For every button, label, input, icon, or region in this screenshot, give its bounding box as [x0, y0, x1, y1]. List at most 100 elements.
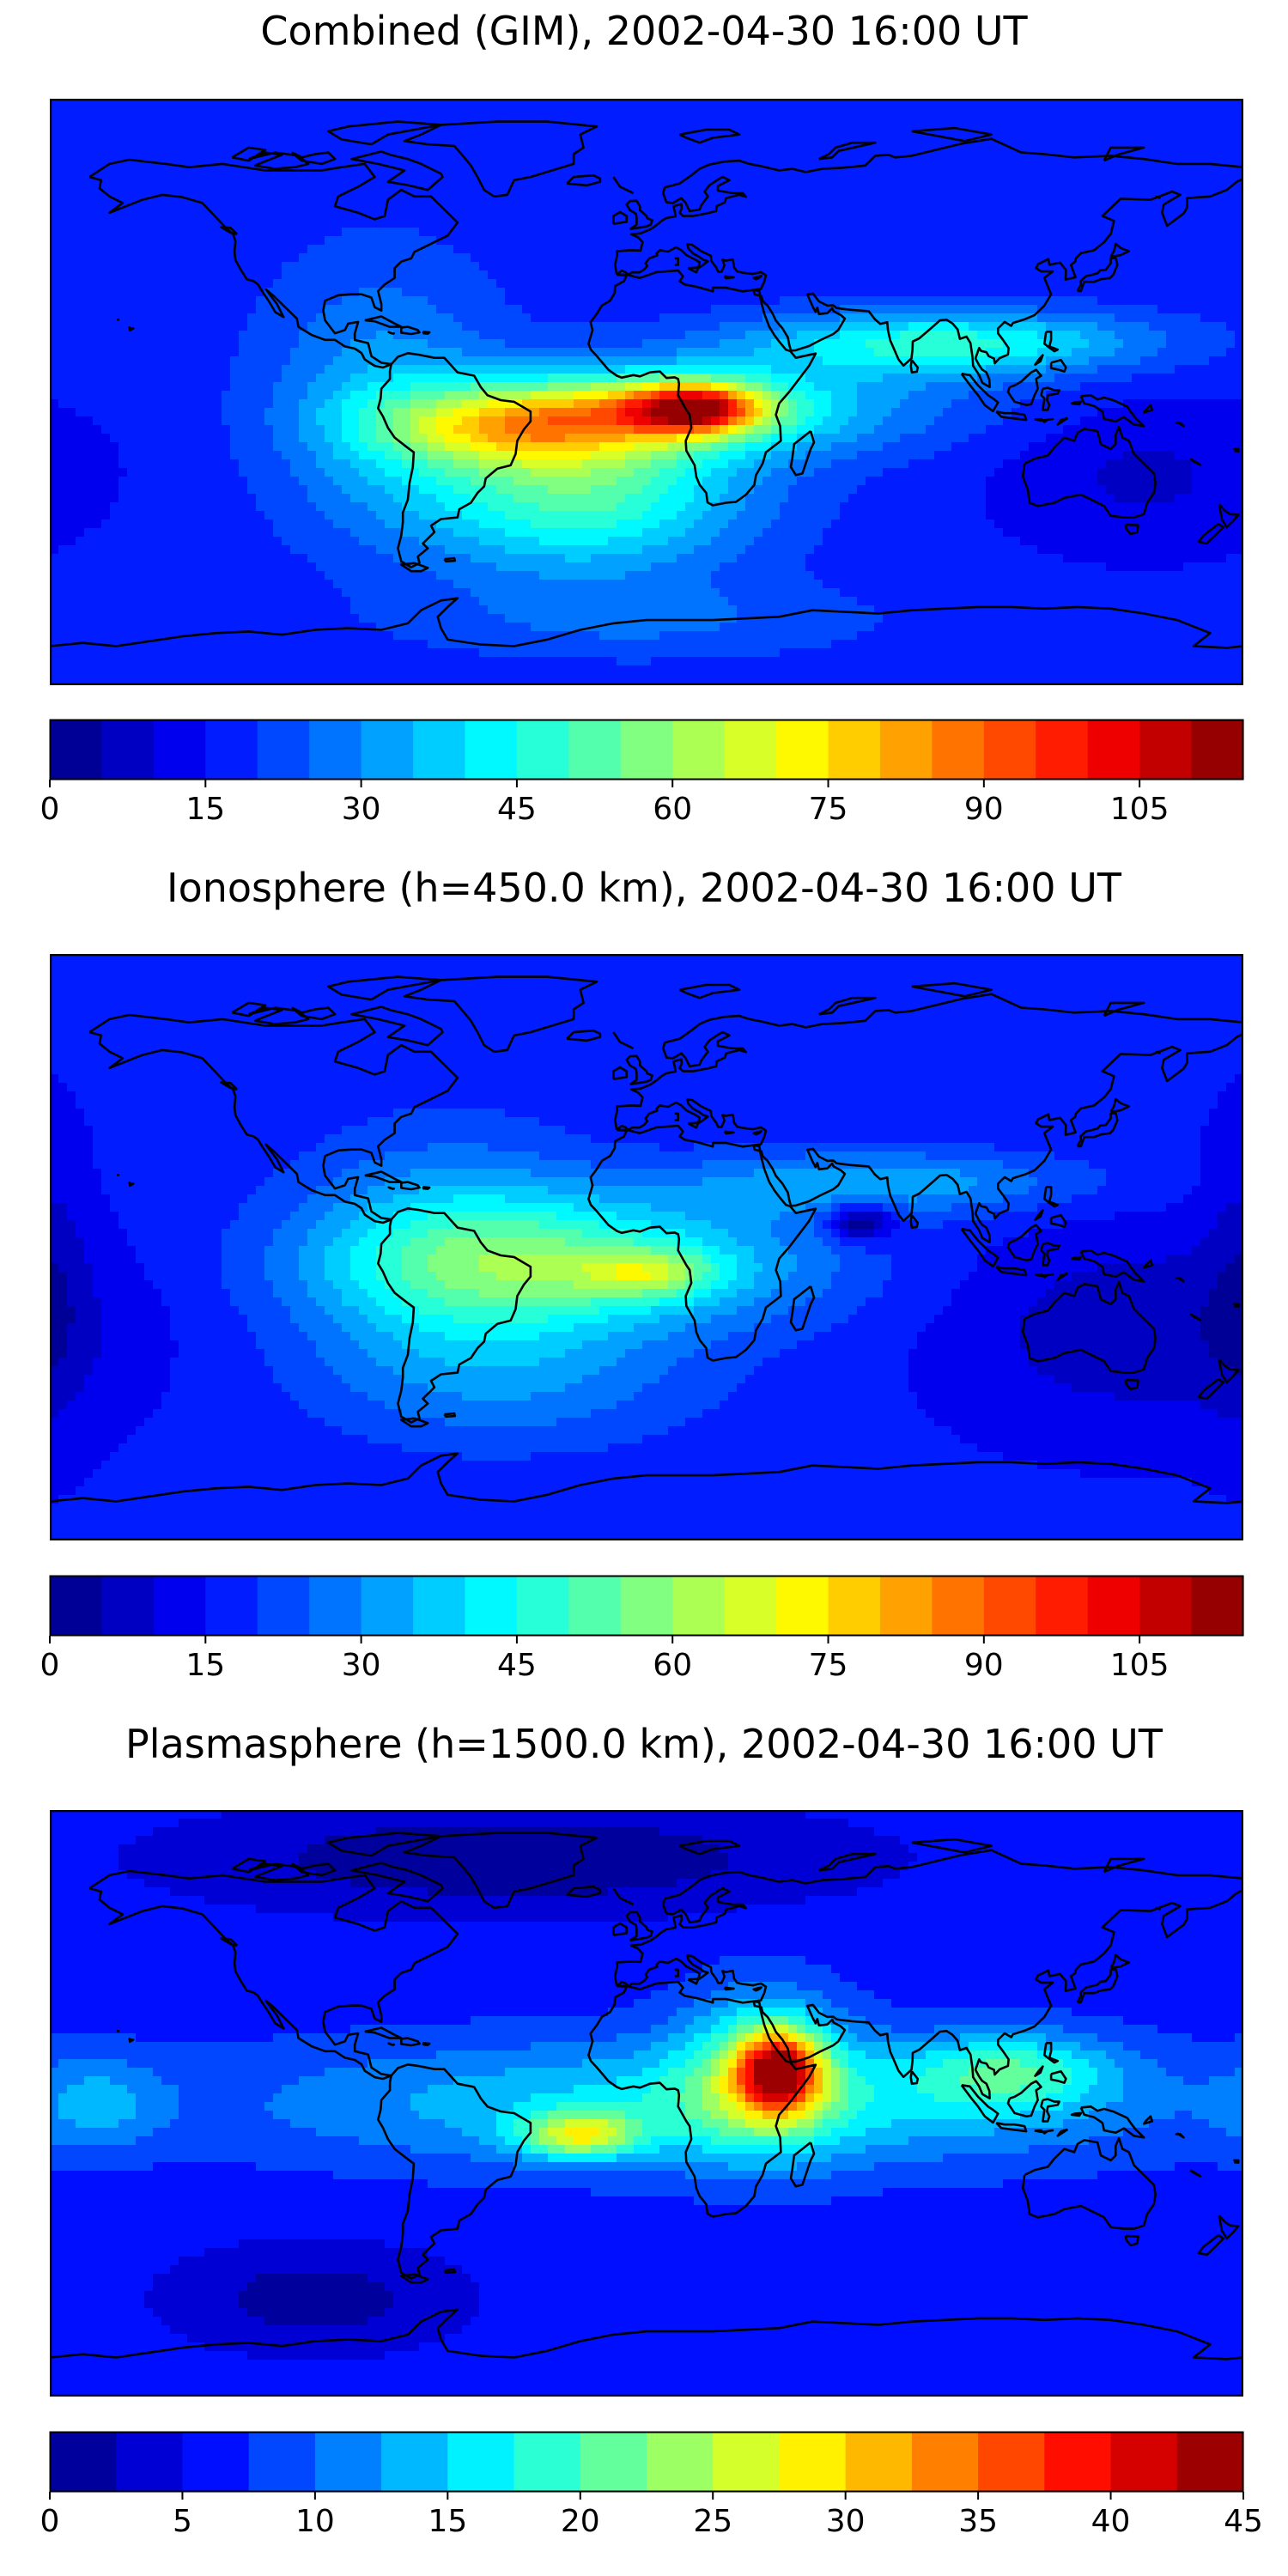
heatmap-cell [599, 313, 609, 323]
heatmap-cell [342, 125, 351, 134]
heatmap-cell [951, 382, 961, 392]
heatmap-cell [574, 296, 583, 306]
heatmap-cell [951, 399, 961, 409]
heatmap-cell [1089, 391, 1098, 400]
heatmap-cell [934, 245, 944, 254]
heatmap-cell [161, 313, 171, 323]
heatmap-cell [977, 391, 987, 400]
heatmap-cell [582, 296, 592, 306]
heatmap-cell [797, 305, 806, 314]
heatmap-cell [883, 365, 892, 374]
heatmap-cell [290, 253, 300, 263]
heatmap-cell [1175, 133, 1184, 143]
heatmap-cell [1209, 348, 1218, 357]
heatmap-cell [110, 296, 119, 306]
heatmap-cell [599, 339, 609, 349]
heatmap-cell [256, 99, 265, 108]
heatmap-cell [668, 382, 677, 392]
heatmap-cell [969, 219, 978, 228]
heatmap-cell [445, 279, 454, 289]
heatmap-cell [76, 202, 85, 211]
heatmap-cell [599, 125, 609, 134]
heatmap-cell [574, 391, 583, 400]
heatmap-cell [161, 228, 171, 237]
heatmap-cell [994, 391, 1004, 400]
heatmap-cell [780, 125, 789, 134]
heatmap-cell [436, 305, 446, 314]
heatmap-cell [325, 236, 334, 246]
heatmap-cell [539, 322, 549, 331]
heatmap-cell [144, 107, 154, 117]
heatmap-cell [814, 391, 823, 400]
heatmap-cell [1054, 185, 1064, 194]
heatmap-cell [1235, 202, 1243, 211]
heatmap-cell [857, 219, 866, 228]
heatmap-cell [1192, 356, 1201, 366]
heatmap-cell [488, 142, 497, 151]
heatmap-cell [1037, 202, 1047, 211]
heatmap-cell [93, 228, 102, 237]
heatmap-cell [831, 176, 841, 185]
heatmap-cell [1192, 391, 1201, 400]
heatmap-cell [1209, 125, 1218, 134]
heatmap-cell [471, 202, 480, 211]
heatmap-cell [1046, 348, 1055, 357]
heatmap-cell [153, 399, 162, 409]
heatmap-cell [488, 356, 497, 366]
heatmap-cell [471, 245, 480, 254]
heatmap-cell [273, 322, 283, 331]
heatmap-cell [1020, 313, 1030, 323]
heatmap-cell [617, 210, 626, 220]
heatmap-cell [874, 125, 884, 134]
heatmap-cell [548, 228, 557, 237]
heatmap-cell [1063, 296, 1072, 306]
heatmap-cell [76, 374, 85, 383]
heatmap-cell [831, 219, 841, 228]
heatmap-cell [101, 365, 111, 374]
heatmap-cell [1020, 210, 1030, 220]
heatmap-cell [934, 228, 944, 237]
heatmap-cell [1200, 176, 1210, 185]
heatmap-cell [1037, 116, 1047, 125]
heatmap-cell [325, 279, 334, 289]
heatmap-cell [522, 313, 532, 323]
heatmap-cell [943, 262, 952, 271]
heatmap-cell [1054, 142, 1064, 151]
heatmap-cell [1029, 365, 1038, 374]
heatmap-cell [831, 262, 841, 271]
heatmap-cell [969, 159, 978, 168]
heatmap-cell [1175, 270, 1184, 280]
heatmap-cell [110, 245, 119, 254]
heatmap-cell [797, 288, 806, 297]
heatmap-cell [556, 374, 566, 383]
heatmap-cell [419, 305, 428, 314]
heatmap-cell [187, 253, 197, 263]
heatmap-cell [840, 116, 849, 125]
heatmap-cell [848, 262, 858, 271]
heatmap-cell [977, 116, 987, 125]
heatmap-cell [419, 228, 428, 237]
heatmap-cell [599, 391, 609, 400]
heatmap-cell [230, 262, 240, 271]
heatmap-cell [840, 159, 849, 168]
heatmap-cell [1089, 107, 1098, 117]
heatmap-cell [668, 159, 677, 168]
heatmap-cell [144, 262, 154, 271]
heatmap-cell [445, 176, 454, 185]
heatmap-cell [1123, 391, 1133, 400]
heatmap-cell [1157, 279, 1167, 289]
heatmap-cell [410, 348, 420, 357]
heatmap-cell [745, 270, 755, 280]
heatmap-cell [402, 331, 411, 340]
heatmap-cell [685, 374, 695, 383]
heatmap-cell [368, 365, 377, 374]
heatmap-cell [582, 356, 592, 366]
heatmap-cell [1046, 99, 1055, 108]
heatmap-cell [1226, 219, 1236, 228]
heatmap-cell [179, 270, 188, 280]
heatmap-cell [513, 210, 523, 220]
heatmap-cell [239, 245, 248, 254]
heatmap-cell [908, 245, 918, 254]
heatmap-cell [196, 399, 205, 409]
heatmap-cell [513, 159, 523, 168]
